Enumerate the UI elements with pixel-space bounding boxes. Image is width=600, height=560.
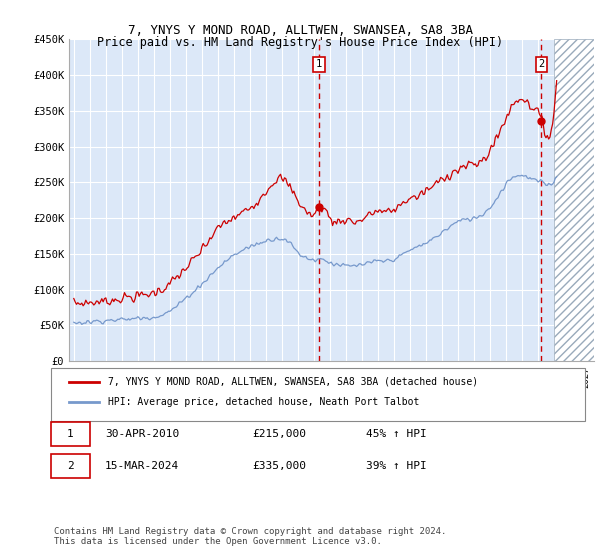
Text: 39% ↑ HPI: 39% ↑ HPI [366, 461, 427, 471]
Text: Contains HM Land Registry data © Crown copyright and database right 2024.
This d: Contains HM Land Registry data © Crown c… [54, 526, 446, 546]
Text: 1: 1 [316, 59, 322, 69]
Text: 30-APR-2010: 30-APR-2010 [105, 429, 179, 439]
Text: 1: 1 [67, 429, 74, 439]
Text: 15-MAR-2024: 15-MAR-2024 [105, 461, 179, 471]
Text: 7, YNYS Y MOND ROAD, ALLTWEN, SWANSEA, SA8 3BA (detached house): 7, YNYS Y MOND ROAD, ALLTWEN, SWANSEA, S… [108, 377, 478, 387]
Text: £335,000: £335,000 [252, 461, 306, 471]
Text: 45% ↑ HPI: 45% ↑ HPI [366, 429, 427, 439]
Text: HPI: Average price, detached house, Neath Port Talbot: HPI: Average price, detached house, Neat… [108, 396, 419, 407]
Text: 2: 2 [538, 59, 544, 69]
Text: Price paid vs. HM Land Registry's House Price Index (HPI): Price paid vs. HM Land Registry's House … [97, 36, 503, 49]
Text: £215,000: £215,000 [252, 429, 306, 439]
Bar [554, 39, 594, 361]
Text: 2: 2 [67, 461, 74, 471]
Text: 7, YNYS Y MOND ROAD, ALLTWEN, SWANSEA, SA8 3BA: 7, YNYS Y MOND ROAD, ALLTWEN, SWANSEA, S… [128, 24, 473, 36]
